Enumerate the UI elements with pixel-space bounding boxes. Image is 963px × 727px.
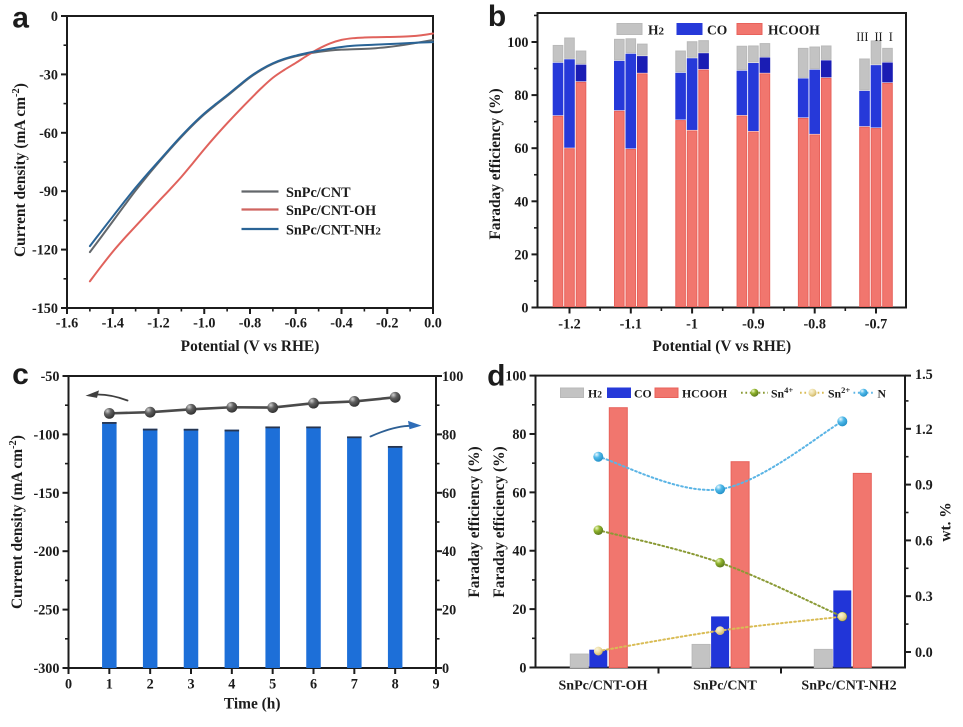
svg-text:-0.8: -0.8 <box>239 316 261 332</box>
svg-text:80: 80 <box>442 427 456 443</box>
svg-text:-1.2: -1.2 <box>147 316 169 332</box>
svg-text:0.0: 0.0 <box>424 316 442 332</box>
svg-text:H2: H2 <box>648 23 665 38</box>
svg-text:wt. %: wt. % <box>938 502 955 541</box>
svg-text:-1.4: -1.4 <box>102 316 124 332</box>
svg-text:a: a <box>12 2 29 35</box>
svg-text:40: 40 <box>442 544 456 560</box>
svg-text:-30: -30 <box>39 67 58 83</box>
svg-text:-1.2: -1.2 <box>558 317 580 333</box>
svg-text:0: 0 <box>521 301 528 317</box>
svg-text:0.6: 0.6 <box>915 533 933 549</box>
svg-text:Faraday efficiency (%): Faraday efficiency (%) <box>487 88 504 239</box>
svg-text:-300: -300 <box>33 661 59 677</box>
svg-text:Current density (mA cm-2): Current density (mA cm-2) <box>8 435 26 609</box>
svg-text:1.2: 1.2 <box>915 422 933 438</box>
svg-text:1.5: 1.5 <box>915 367 933 383</box>
svg-text:-120: -120 <box>32 243 58 259</box>
svg-text:100: 100 <box>505 369 526 385</box>
svg-text:-200: -200 <box>33 544 59 560</box>
svg-text:Faraday efficiency (%): Faraday efficiency (%) <box>491 446 508 597</box>
svg-text:5: 5 <box>269 677 276 693</box>
svg-text:Potential (V vs RHE): Potential (V vs RHE) <box>652 338 791 355</box>
svg-text:4: 4 <box>228 677 235 693</box>
svg-text:H2: H2 <box>588 387 602 401</box>
svg-text:-0.7: -0.7 <box>865 317 887 333</box>
svg-text:2: 2 <box>147 677 154 693</box>
svg-text:80: 80 <box>512 427 526 443</box>
svg-text:-1: -1 <box>686 317 698 333</box>
svg-text:-150: -150 <box>33 486 59 502</box>
svg-text:60: 60 <box>512 485 526 501</box>
svg-text:-1.0: -1.0 <box>193 316 215 332</box>
svg-text:b: b <box>488 0 506 33</box>
svg-text:-0.2: -0.2 <box>376 316 398 332</box>
svg-text:20: 20 <box>442 603 456 619</box>
svg-text:Potential (V vs RHE): Potential (V vs RHE) <box>181 338 320 355</box>
svg-text:HCOOH: HCOOH <box>682 387 727 401</box>
svg-text:c: c <box>12 358 29 391</box>
svg-text:SnPc/CNT-OH: SnPc/CNT-OH <box>286 203 376 219</box>
svg-text:8: 8 <box>392 677 399 693</box>
svg-text:-150: -150 <box>32 301 58 317</box>
svg-text:40: 40 <box>512 544 526 560</box>
svg-text:-0.6: -0.6 <box>285 316 307 332</box>
svg-text:-90: -90 <box>39 184 58 200</box>
svg-text:-0.8: -0.8 <box>803 317 825 333</box>
svg-text:0.9: 0.9 <box>915 478 933 494</box>
svg-text:d: d <box>487 360 505 393</box>
svg-text:80: 80 <box>514 88 528 104</box>
svg-text:60: 60 <box>514 141 528 157</box>
svg-text:100: 100 <box>507 35 528 51</box>
svg-text:-1.6: -1.6 <box>56 316 78 332</box>
svg-text:Time (h): Time (h) <box>224 696 281 713</box>
svg-text:3: 3 <box>187 677 194 693</box>
svg-text:-0.9: -0.9 <box>742 317 764 333</box>
svg-text:CO: CO <box>634 387 652 401</box>
svg-text:6: 6 <box>310 677 317 693</box>
svg-text:9: 9 <box>432 677 439 693</box>
svg-text:-250: -250 <box>33 603 59 619</box>
svg-text:1: 1 <box>106 677 113 693</box>
svg-text:0: 0 <box>51 9 58 25</box>
svg-text:20: 20 <box>512 602 526 618</box>
svg-text:III II I: III II I <box>856 30 893 44</box>
svg-text:Faraday efficiency (%): Faraday efficiency (%) <box>466 446 483 597</box>
svg-text:N: N <box>878 387 887 401</box>
svg-text:0: 0 <box>442 661 449 677</box>
svg-text:SnPc/CNT-NH2: SnPc/CNT-NH2 <box>286 223 381 239</box>
svg-text:SnPc/CNT-OH: SnPc/CNT-OH <box>559 679 648 694</box>
svg-text:CO: CO <box>707 23 727 38</box>
svg-text:0.0: 0.0 <box>915 645 933 661</box>
svg-text:-0.4: -0.4 <box>330 316 352 332</box>
svg-text:-50: -50 <box>41 369 60 385</box>
svg-text:40: 40 <box>514 194 528 210</box>
svg-text:20: 20 <box>514 247 528 263</box>
svg-text:SnPc/CNT-NH2: SnPc/CNT-NH2 <box>801 679 896 694</box>
svg-text:-100: -100 <box>33 427 59 443</box>
svg-text:60: 60 <box>442 486 456 502</box>
svg-text:SnPc/CNT: SnPc/CNT <box>286 185 351 201</box>
svg-text:-60: -60 <box>39 126 58 142</box>
svg-text:100: 100 <box>442 369 463 385</box>
svg-text:SnPc/CNT: SnPc/CNT <box>693 679 757 694</box>
svg-text:0.3: 0.3 <box>915 589 933 605</box>
svg-text:7: 7 <box>351 677 358 693</box>
svg-text:0: 0 <box>65 677 72 693</box>
svg-text:0: 0 <box>519 661 526 677</box>
svg-text:HCOOH: HCOOH <box>768 23 820 38</box>
svg-text:-1.1: -1.1 <box>620 317 642 333</box>
svg-text:Current density (mA cm-2): Current density (mA cm-2) <box>11 83 29 257</box>
